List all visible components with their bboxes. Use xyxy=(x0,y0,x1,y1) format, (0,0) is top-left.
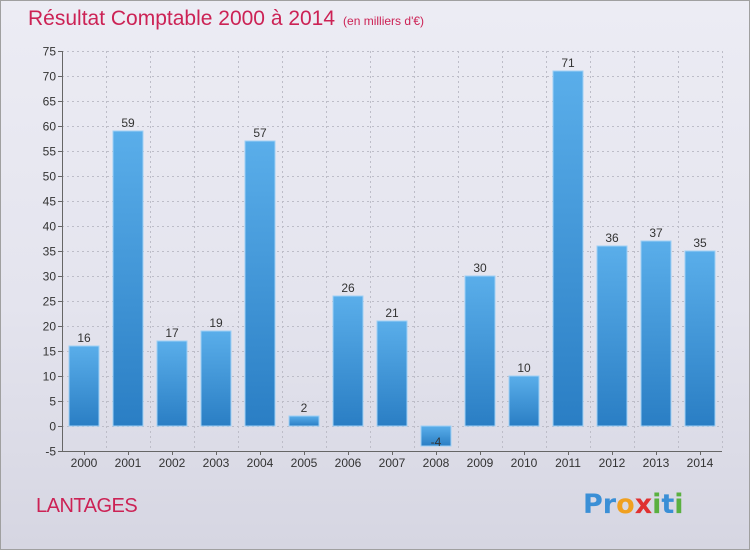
x-tick-label: 2012 xyxy=(599,456,626,470)
bar-2000 xyxy=(68,345,100,427)
bar-2011 xyxy=(552,70,584,427)
y-tick-label: 25 xyxy=(43,295,57,309)
axes: -5 0 5 10 15 20 25 30 35 40 45 50 55 60 65 70 75 2000 2001… xyxy=(43,45,722,470)
brand-letter: o xyxy=(616,489,635,520)
value-label: 21 xyxy=(385,306,399,320)
y-tick-label: 35 xyxy=(43,245,57,259)
bar-2005 xyxy=(288,415,320,427)
brand-letter: x xyxy=(634,489,653,520)
y-tick-label: 10 xyxy=(43,370,57,384)
y-tick-label: 70 xyxy=(43,70,57,84)
x-tick-label: 2002 xyxy=(159,456,186,470)
brand-logo: Proxiti xyxy=(583,489,684,520)
value-label: 19 xyxy=(209,316,223,330)
x-tick-label: 2009 xyxy=(467,456,494,470)
x-tick-label: 2008 xyxy=(423,456,450,470)
y-tick-label: 75 xyxy=(43,45,57,59)
commune-name: LANTAGES xyxy=(36,495,138,517)
bar-2004 xyxy=(244,140,276,427)
value-label: -4 xyxy=(431,435,442,449)
bar-2007 xyxy=(376,320,408,427)
chart-title: Résultat Comptable 2000 à 2014 xyxy=(28,7,336,30)
brand-letter: r xyxy=(602,489,617,520)
x-tick-label: 2006 xyxy=(335,456,362,470)
value-label: 17 xyxy=(165,326,179,340)
bar-2002 xyxy=(156,340,188,427)
x-tick-label: 2010 xyxy=(511,456,538,470)
x-tick-label: 2000 xyxy=(71,456,98,470)
value-label: 57 xyxy=(253,126,267,140)
value-label: 71 xyxy=(561,56,575,70)
x-tick-label: 2001 xyxy=(115,456,142,470)
value-label: 59 xyxy=(121,116,135,130)
y-tick-label: 5 xyxy=(49,395,56,409)
y-tick-label: 30 xyxy=(43,270,57,284)
value-label: 16 xyxy=(77,331,91,345)
bar-2014 xyxy=(684,250,716,427)
bar-2006 xyxy=(332,295,364,427)
y-tick-label: 20 xyxy=(43,320,57,334)
y-tick-label: 60 xyxy=(43,120,57,134)
value-label: 10 xyxy=(517,361,531,375)
y-tick-label: 65 xyxy=(43,95,57,109)
bar-2009 xyxy=(464,275,496,427)
bar-2012 xyxy=(596,245,628,427)
y-tick-label: 50 xyxy=(43,170,57,184)
x-tick-label: 2014 xyxy=(687,456,714,470)
value-label: 2 xyxy=(301,401,308,415)
bar-2010 xyxy=(508,375,540,427)
value-label: 35 xyxy=(693,236,707,250)
bar-2003 xyxy=(200,330,232,427)
bar-2008 xyxy=(420,425,452,447)
brand-letter: i xyxy=(652,489,662,520)
title-row: Résultat Comptable 2000 à 2014 (en millie… xyxy=(28,7,424,31)
x-tick-label: 2003 xyxy=(203,456,230,470)
x-tick-label: 2005 xyxy=(291,456,318,470)
bar-2001 xyxy=(112,130,144,427)
y-tick-label: 0 xyxy=(49,420,56,434)
brand-letter: t xyxy=(661,489,675,520)
brand-letter: i xyxy=(674,489,684,520)
value-label: 37 xyxy=(649,226,663,240)
y-tick-label: 15 xyxy=(43,345,57,359)
bars: 16 59 17 19 57 2 26 21 -4 30 10 71 36 37 35 xyxy=(68,56,716,449)
y-tick-label: -5 xyxy=(45,445,56,459)
value-label: 30 xyxy=(473,261,487,275)
bar-2013 xyxy=(640,240,672,427)
y-tick-label: 45 xyxy=(43,195,57,209)
x-tick-label: 2013 xyxy=(643,456,670,470)
brand-letter: P xyxy=(583,489,603,520)
x-tick-label: 2007 xyxy=(379,456,406,470)
chart-subtitle: (en milliers d'€) xyxy=(343,14,425,28)
y-tick-label: 55 xyxy=(43,145,57,159)
x-tick-label: 2004 xyxy=(247,456,274,470)
value-label: 26 xyxy=(341,281,355,295)
value-label: 36 xyxy=(605,231,619,245)
x-tick-label: 2011 xyxy=(555,456,581,470)
y-tick-label: 40 xyxy=(43,220,57,234)
